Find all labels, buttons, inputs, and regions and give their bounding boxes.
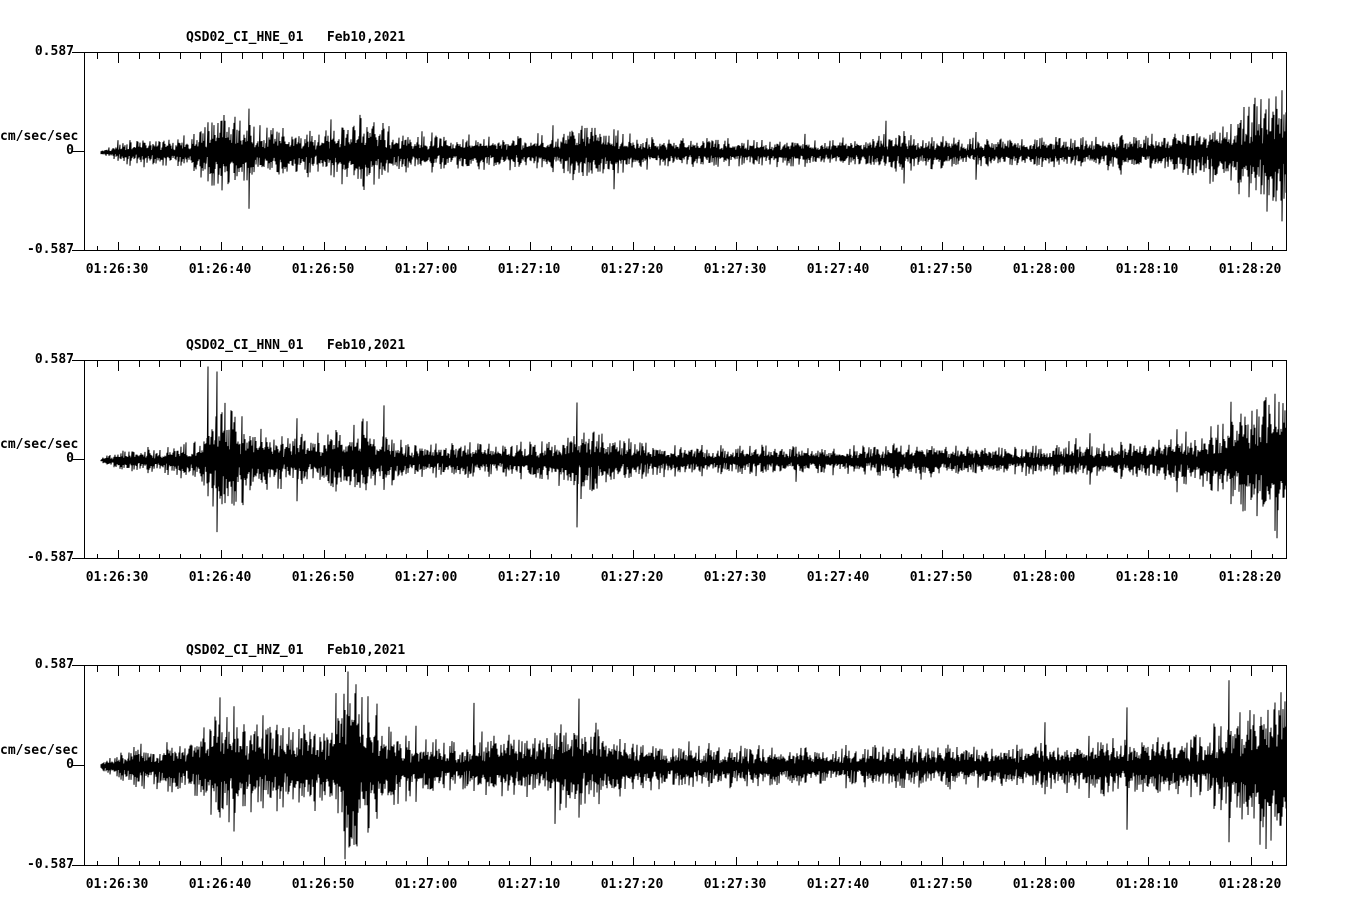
plot-frame-hne — [84, 52, 1287, 251]
x-tick-label-hnn-9: 01:28:00 — [1012, 570, 1076, 585]
y-tick-min-mark-hnn — [72, 558, 84, 559]
x-tick-label-hnn-8: 01:27:50 — [909, 570, 973, 585]
x-tick-label-hnn-11: 01:28:20 — [1218, 570, 1282, 585]
x-tick-label-hnz-10: 01:28:10 — [1115, 877, 1179, 892]
trace-line-hnn — [100, 366, 1286, 539]
x-tick-label-hne-3: 01:27:00 — [394, 262, 458, 277]
x-tick-label-hne-11: 01:28:20 — [1218, 262, 1282, 277]
x-tick-label-hne-2: 01:26:50 — [291, 262, 355, 277]
x-tick-label-hnn-6: 01:27:30 — [703, 570, 767, 585]
x-tick-label-hnz-1: 01:26:40 — [188, 877, 252, 892]
y-tick-max-mark-hnn — [72, 360, 84, 361]
trace-line-hne — [100, 90, 1286, 222]
x-tick-label-hnz-9: 01:28:00 — [1012, 877, 1076, 892]
x-tick-label-hnz-2: 01:26:50 — [291, 877, 355, 892]
x-tick-label-hnn-5: 01:27:20 — [600, 570, 664, 585]
x-tick-label-hnn-2: 01:26:50 — [291, 570, 355, 585]
y-tick-min-hnz: -0.587 — [27, 857, 74, 872]
x-tick-label-hnn-7: 01:27:40 — [806, 570, 870, 585]
x-tick-label-hne-8: 01:27:50 — [909, 262, 973, 277]
y-tick-min-mark-hne — [72, 250, 84, 251]
y-tick-zero-hnn: 0 — [66, 451, 74, 466]
x-tick-label-hne-1: 01:26:40 — [188, 262, 252, 277]
y-tick-min-hne: -0.587 — [27, 242, 74, 257]
y-tick-min-hnn: -0.587 — [27, 550, 74, 565]
x-tick-label-hnz-5: 01:27:20 — [600, 877, 664, 892]
x-tick-label-hnz-4: 01:27:10 — [497, 877, 561, 892]
trace-line-hnz — [100, 671, 1286, 860]
x-tick-label-hnz-0: 01:26:30 — [85, 877, 149, 892]
plot-frame-hnz — [84, 665, 1287, 866]
y-tick-zero-mark-hnn — [72, 459, 84, 460]
waveform-hnz — [97, 666, 1286, 865]
x-tick-label-hnz-8: 01:27:50 — [909, 877, 973, 892]
panel-title-hnz: QSD02_CI_HNZ_01 Feb10,2021 — [186, 643, 406, 658]
x-tick-label-hnn-0: 01:26:30 — [85, 570, 149, 585]
x-axis-ticks-hnn — [97, 361, 1273, 558]
y-tick-zero-hne: 0 — [66, 143, 74, 158]
y-tick-max-mark-hne — [72, 52, 84, 53]
y-tick-max-hne: 0.587 — [34, 44, 74, 59]
y-axis-units-label-hne: cm/sec/sec — [0, 129, 79, 144]
x-tick-label-hne-6: 01:27:30 — [703, 262, 767, 277]
x-tick-label-hne-9: 01:28:00 — [1012, 262, 1076, 277]
x-tick-label-hnn-10: 01:28:10 — [1115, 570, 1179, 585]
x-tick-label-hnz-11: 01:28:20 — [1218, 877, 1282, 892]
plot-frame-hnn — [84, 360, 1287, 559]
x-tick-label-hne-7: 01:27:40 — [806, 262, 870, 277]
y-tick-max-hnn: 0.587 — [34, 352, 74, 367]
y-tick-max-hnz: 0.587 — [34, 657, 74, 672]
panel-title-hne: QSD02_CI_HNE_01 Feb10,2021 — [186, 30, 406, 45]
y-tick-min-mark-hnz — [72, 865, 84, 866]
x-tick-label-hnn-3: 01:27:00 — [394, 570, 458, 585]
x-tick-label-hnz-6: 01:27:30 — [703, 877, 767, 892]
panel-title-hnn: QSD02_CI_HNN_01 Feb10,2021 — [186, 338, 406, 353]
y-tick-zero-mark-hne — [72, 151, 84, 152]
x-tick-label-hne-4: 01:27:10 — [497, 262, 561, 277]
y-tick-zero-hnz: 0 — [66, 757, 74, 772]
x-tick-label-hnn-4: 01:27:10 — [497, 570, 561, 585]
waveform-hnn — [97, 361, 1286, 558]
y-tick-max-mark-hnz — [72, 665, 84, 666]
y-tick-zero-mark-hnz — [72, 765, 84, 766]
x-tick-label-hne-10: 01:28:10 — [1115, 262, 1179, 277]
x-tick-label-hnn-1: 01:26:40 — [188, 570, 252, 585]
waveform-hne — [97, 53, 1286, 250]
x-tick-label-hne-0: 01:26:30 — [85, 262, 149, 277]
x-axis-ticks-hnz — [97, 666, 1273, 865]
y-axis-units-label-hnz: cm/sec/sec — [0, 743, 79, 758]
x-tick-label-hnz-3: 01:27:00 — [394, 877, 458, 892]
x-tick-label-hne-5: 01:27:20 — [600, 262, 664, 277]
x-tick-label-hnz-7: 01:27:40 — [806, 877, 870, 892]
x-axis-ticks-hne — [97, 53, 1273, 250]
y-axis-units-label-hnn: cm/sec/sec — [0, 437, 79, 452]
